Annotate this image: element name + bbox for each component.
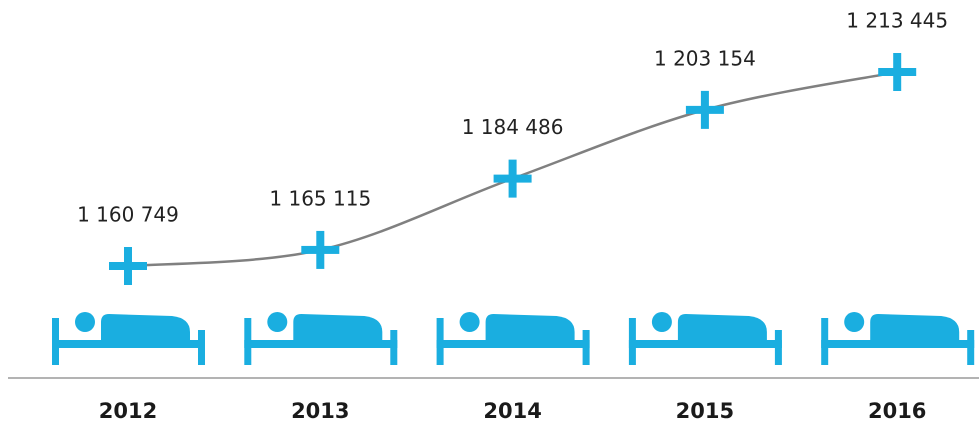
bed-pillow-head	[844, 312, 865, 332]
bed-foot	[967, 330, 975, 365]
x-tick-label: 2012	[99, 399, 157, 423]
plus-v	[893, 53, 902, 91]
bed-base	[821, 340, 975, 348]
bed-pillow-head	[75, 312, 95, 332]
plus-v	[508, 159, 517, 198]
plus-marker	[878, 53, 917, 91]
bed-base	[436, 340, 590, 348]
bed-pillow-head	[267, 312, 288, 332]
bed-blanket	[101, 314, 190, 340]
bed-blanket	[485, 314, 575, 340]
bed-icon	[821, 312, 975, 365]
value-label: 1 203 154	[654, 46, 756, 70]
bed-foot	[198, 330, 205, 365]
bed-icon	[52, 312, 205, 365]
bed-base	[628, 340, 782, 348]
x-tick-label: 2016	[868, 399, 926, 423]
value-label: 1 165 115	[269, 186, 371, 210]
x-tick-label: 2013	[291, 399, 349, 423]
value-label: 1 160 749	[77, 203, 179, 227]
value-label: 1 213 445	[846, 9, 948, 33]
bed-icon	[436, 312, 590, 365]
bed-foot	[390, 330, 398, 365]
plus-marker	[493, 159, 532, 198]
bed-foot	[582, 330, 590, 365]
plus-v	[700, 90, 709, 129]
x-tick-label: 2014	[483, 399, 541, 423]
bed-base	[52, 340, 205, 348]
x-tick-label: 2015	[676, 399, 734, 423]
value-label: 1 184 486	[462, 115, 564, 139]
plus-marker	[109, 247, 147, 285]
bed-blanket	[677, 314, 767, 340]
bed-foot	[774, 330, 782, 365]
bed-blanket	[293, 314, 383, 340]
bed-icon	[628, 312, 782, 365]
bed-pillow-head	[651, 312, 672, 332]
plus-v	[124, 247, 132, 285]
plus-marker	[685, 90, 724, 129]
plus-v	[316, 230, 325, 269]
plus-marker	[301, 230, 340, 269]
bed-blanket	[870, 314, 960, 340]
bed-icon	[244, 312, 398, 365]
bed-base	[244, 340, 398, 348]
bed-pillow-head	[459, 312, 480, 332]
